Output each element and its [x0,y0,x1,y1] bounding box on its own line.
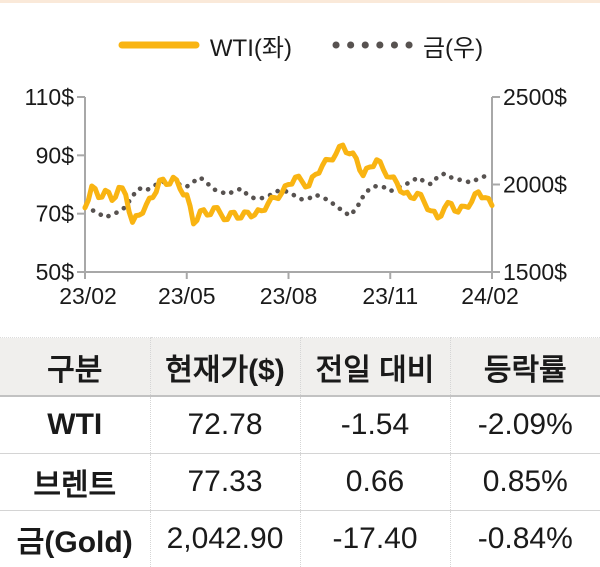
cell-name: 금(Gold) [0,511,150,567]
table-row-wti: WTI 72.78 -1.54 -2.09% [0,396,600,454]
cell-pct: 0.85% [450,454,600,511]
legend-label-wti: WTI(좌) [210,28,292,63]
cell-price: 2,042.90 [150,511,300,567]
price-chart: 110$ 90$ 70$ 50$ 2500$ 2000$ 1500$ 23/02… [0,77,600,315]
table-row-brent: 브렌트 77.33 0.66 0.85% [0,454,600,511]
price-table: 구분 현재가($) 전일 대비 등락률 WTI 72.78 -1.54 -2.0… [0,337,600,567]
x-tick-label: 24/02 [461,283,519,309]
cell-change: -1.54 [300,396,450,454]
x-tick-label: 23/02 [59,283,117,309]
gold-dots-swatch [330,39,414,51]
y-right-tick-label: 1500$ [503,259,567,285]
legend-item-gold: 금(우) [330,28,483,63]
wti-line-swatch [117,39,201,51]
legend-item-wti: WTI(좌) [117,28,292,63]
chart-legend: WTI(좌) 금(우) [0,29,600,61]
cell-change: -17.40 [300,511,450,567]
y-left-tick-label: 50$ [36,259,75,285]
legend-label-gold: 금(우) [423,28,483,63]
y-right-tick-label: 2500$ [503,84,567,110]
x-tick-label: 23/05 [158,283,216,309]
y-right-tick-label: 2000$ [503,172,567,198]
table-row-gold: 금(Gold) 2,042.90 -17.40 -0.84% [0,511,600,567]
y-left-tick-label: 90$ [36,142,75,168]
table-header-row: 구분 현재가($) 전일 대비 등락률 [0,338,600,397]
cell-pct: -0.84% [450,511,600,567]
y-left-tick-label: 70$ [36,201,75,227]
y-left-tick-label: 110$ [25,84,75,110]
col-header-current-price: 현재가($) [150,338,300,397]
cell-name: WTI [0,396,150,454]
x-tick-label: 23/08 [260,283,318,309]
x-tick-label: 23/11 [362,283,418,309]
cell-price: 72.78 [150,396,300,454]
col-header-change-rate: 등락률 [450,338,600,397]
col-header-day-change: 전일 대비 [300,338,450,397]
cell-price: 77.33 [150,454,300,511]
col-header-category: 구분 [0,338,150,397]
cell-name: 브렌트 [0,454,150,511]
cell-change: 0.66 [300,454,450,511]
cell-pct: -2.09% [450,396,600,454]
